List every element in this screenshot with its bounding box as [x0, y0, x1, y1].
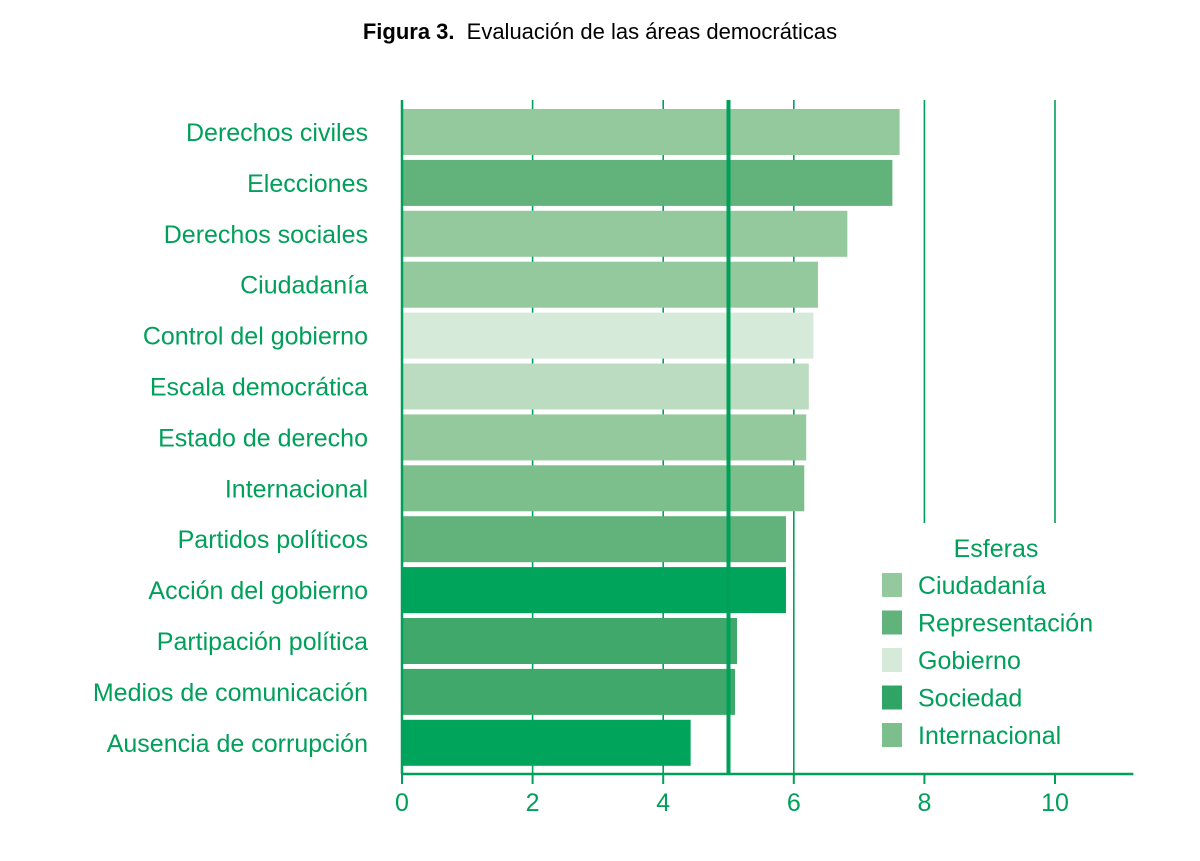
bar-6	[402, 414, 807, 461]
tick-label-10: 10	[1041, 789, 1069, 817]
tick-label-2: 2	[526, 789, 540, 817]
bar-0	[402, 109, 900, 155]
tick-label-8: 8	[917, 789, 931, 817]
legend-label-3: Sociedad	[918, 685, 1022, 713]
bar-3	[402, 261, 818, 308]
legend-swatch-2	[882, 648, 902, 672]
legend-swatch-3	[882, 685, 902, 710]
legend-label-4: Internacional	[918, 722, 1061, 750]
bar-5	[402, 363, 809, 410]
tick-label-4: 4	[656, 789, 670, 817]
category-label-11: Medios de comunicación	[93, 679, 368, 707]
category-label-1: Elecciones	[247, 170, 368, 198]
category-label-6: Estado de derecho	[158, 424, 368, 452]
tick-label-0: 0	[395, 789, 409, 817]
chart-title-text: Evaluación de las áreas democráticas	[466, 19, 838, 44]
bar-11	[402, 668, 736, 715]
bar-10	[402, 618, 737, 664]
legend-label-2: Gobierno	[918, 647, 1021, 675]
legend-swatch-1	[882, 610, 902, 635]
chart-title: Figura 3. Evaluación de las áreas democr…	[0, 19, 1200, 45]
category-label-3: Ciudadanía	[240, 272, 368, 300]
bar-2	[402, 210, 848, 257]
legend-title: Esferas	[954, 535, 1039, 563]
tick-label-6: 6	[787, 789, 801, 817]
figure-number: Figura 3.	[362, 19, 455, 44]
category-label-5: Escala democrática	[150, 374, 368, 402]
bar-4	[402, 312, 814, 359]
bar-8	[402, 516, 786, 563]
category-label-8: Partidos políticos	[178, 526, 368, 554]
bar-7	[402, 465, 805, 512]
category-label-9: Acción del gobierno	[148, 577, 368, 605]
bar-1	[402, 159, 893, 206]
category-label-7: Internacional	[225, 475, 368, 503]
legend-swatch-4	[882, 723, 902, 747]
category-label-4: Control del gobierno	[143, 323, 368, 351]
legend-label-0: Ciudadanía	[918, 572, 1046, 600]
legend-label-1: Representación	[918, 610, 1093, 638]
category-label-0: Derechos civiles	[186, 119, 368, 147]
category-label-2: Derechos sociales	[164, 221, 368, 249]
bar-9	[402, 567, 786, 614]
bar-12	[402, 719, 691, 766]
category-label-12: Ausencia de corrupción	[107, 730, 368, 758]
category-label-10: Partipación política	[157, 628, 368, 656]
legend-swatch-0	[882, 573, 902, 597]
